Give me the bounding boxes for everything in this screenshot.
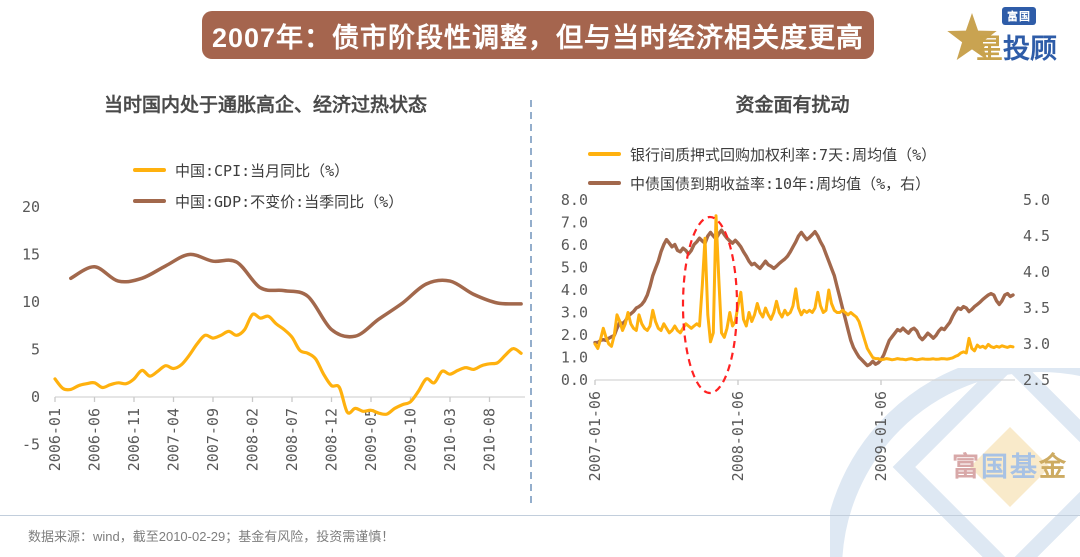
svg-text:2008-12: 2008-12: [323, 408, 341, 471]
svg-text:1.0: 1.0: [561, 349, 588, 367]
right-chart-legend: 银行间质押式回购加权利率:7天:周均值（%） 中债国债到期收益率:10年:周均值…: [588, 143, 936, 201]
cpi-line-swatch: [133, 168, 166, 172]
svg-text:4.0: 4.0: [1023, 263, 1050, 281]
left-chart-title: 当时国内处于通胀高企、经济过热状态: [103, 95, 427, 116]
legend-item-gdp: 中国:GDP:不变价:当季同比（%）: [133, 190, 403, 212]
right-chart-title: 资金面有扰动: [735, 95, 850, 116]
left-chart: 2006-01 2006-06 2006-11 2007-04 2007-09 2008-…: [22, 198, 525, 471]
svg-text:2008-01-06: 2008-01-06: [729, 391, 747, 481]
footer-note: 数据来源：wind，截至2010-02-29；基金有风险，投资需谨慎！: [28, 529, 395, 544]
svg-text:5: 5: [31, 341, 40, 359]
svg-text:0.0: 0.0: [561, 371, 588, 389]
svg-text:2008-07: 2008-07: [283, 408, 301, 471]
left-chart-legend: 中国:CPI:当月同比（%） 中国:GDP:不变价:当季同比（%）: [133, 159, 403, 221]
svg-text:2.0: 2.0: [561, 326, 588, 344]
logo-suffix: 投顾: [1003, 34, 1057, 64]
svg-text:2009-05: 2009-05: [362, 408, 380, 471]
svg-text:4.0: 4.0: [561, 281, 588, 299]
svg-text:8.0: 8.0: [561, 191, 588, 209]
svg-text:2007-04: 2007-04: [165, 408, 183, 471]
svg-text:2009-01-06: 2009-01-06: [872, 391, 890, 481]
legend-item-cpi: 中国:CPI:当月同比（%）: [133, 159, 403, 181]
svg-text:2006-06: 2006-06: [86, 408, 104, 471]
svg-text:6.0: 6.0: [561, 236, 588, 254]
star-icon: [947, 13, 997, 60]
svg-text:3.5: 3.5: [1023, 299, 1050, 317]
svg-text:5.0: 5.0: [561, 259, 588, 277]
gdp-legend-label: 中国:GDP:不变价:当季同比（%）: [175, 192, 404, 211]
highlight-ellipse: [681, 215, 739, 395]
right-chart: 2007-01-06 2008-01-06 2009-01-06 8.0 7.0 6.0 5…: [561, 191, 1050, 481]
logo-star-char: 星: [976, 34, 1003, 64]
legend-item-repo: 银行间质押式回购加权利率:7天:周均值（%）: [588, 143, 936, 165]
repo-legend-label: 银行间质押式回购加权利率:7天:周均值（%）: [630, 145, 937, 164]
svg-text:4.5: 4.5: [1023, 227, 1050, 245]
svg-text:2010-03: 2010-03: [441, 408, 459, 471]
svg-text:10: 10: [22, 293, 40, 311]
footer-divider: [0, 515, 1080, 516]
svg-text:3.0: 3.0: [1023, 335, 1050, 353]
svg-text:2006-01: 2006-01: [46, 408, 64, 471]
bond-legend-label: 中债国债到期收益率:10年:周均值（%，右）: [630, 174, 931, 193]
svg-text:3.0: 3.0: [561, 304, 588, 322]
logo-badge: 富国: [1002, 7, 1036, 25]
bond-line-swatch: [588, 181, 621, 185]
svg-text:2010-08: 2010-08: [481, 408, 499, 471]
svg-text:15: 15: [22, 246, 40, 264]
fullgoal-advisor-logo: 富国 星投顾: [946, 5, 1078, 66]
cpi-legend-label: 中国:CPI:当月同比（%）: [175, 161, 350, 180]
svg-text:2006-11: 2006-11: [125, 408, 143, 471]
title-banner: 2007年：债市阶段性调整，但与当时经济相关度更高: [202, 11, 874, 59]
svg-text:0: 0: [31, 388, 40, 406]
svg-text:2007-09: 2007-09: [204, 408, 222, 471]
panel-divider-dashed-line: [530, 100, 532, 506]
watermark-text: 富国基金: [952, 451, 1068, 483]
svg-text:2009-10: 2009-10: [402, 408, 420, 471]
svg-text:5.0: 5.0: [1023, 191, 1050, 209]
svg-text:2.5: 2.5: [1023, 371, 1050, 389]
svg-text:20: 20: [22, 198, 40, 216]
watermark-diamond: [969, 426, 1051, 508]
watermark-diamond-outline: [892, 368, 1080, 557]
svg-text:7.0: 7.0: [561, 214, 588, 232]
repo-line-swatch: [588, 152, 621, 156]
logo-wordmark: 星投顾: [976, 27, 1057, 66]
svg-text:2008-02: 2008-02: [244, 408, 262, 471]
gdp-line-swatch: [133, 199, 166, 203]
fullgoal-fund-watermark: 富国基金: [830, 368, 1080, 557]
legend-item-bond: 中债国债到期收益率:10年:周均值（%，右）: [588, 172, 936, 194]
svg-text:2007-01-06: 2007-01-06: [586, 391, 604, 481]
page-title: 2007年：债市阶段性调整，但与当时经济相关度更高: [211, 22, 865, 53]
svg-text:-5: -5: [22, 436, 40, 454]
